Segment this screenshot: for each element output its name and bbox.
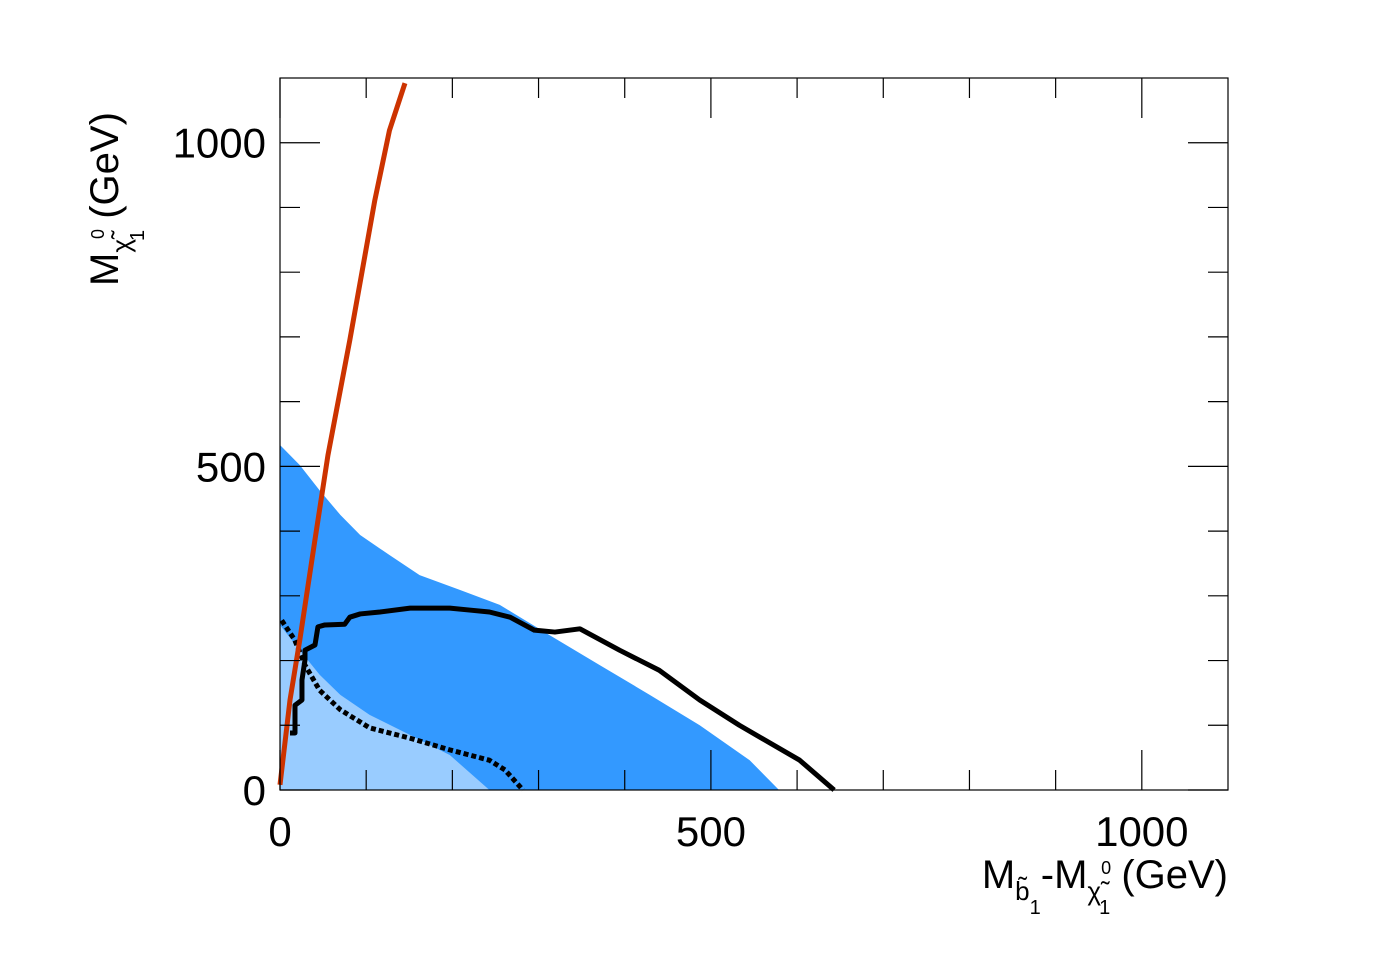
axis-title-part: (GeV) [83,112,127,230]
axis-title: Mχ̃0 1 (GeV) [83,112,149,286]
plot-frame [279,77,1229,791]
axis-title-part: M [83,253,127,286]
limit-line [289,605,836,792]
y-tick-label: 500 [196,443,266,490]
axis-title-part: 1 [1030,897,1041,919]
y-tick-label: 0 [243,767,266,814]
exclusion-area [280,445,779,790]
x-tick-label: 500 [676,808,746,855]
limit-line [279,619,525,792]
axis-title-part: b̃ [1015,876,1029,906]
axis-title-part: 0 [1101,858,1111,878]
axis-title-part: 1 [127,230,149,241]
axis-title-part: (GeV) [1110,853,1228,897]
axis-title-part: M [982,853,1015,897]
axis-title-part: 0 [88,229,108,239]
plot-area [277,82,836,792]
axis-title-part: -M [1041,853,1088,897]
x-tick-label: 0 [268,808,291,855]
y-tick-label: 1000 [173,120,266,167]
exclusion-area [280,624,490,790]
limit-line [277,82,408,786]
axis-title-part: 1 [1099,897,1110,919]
x-tick-label: 1000 [1095,808,1188,855]
